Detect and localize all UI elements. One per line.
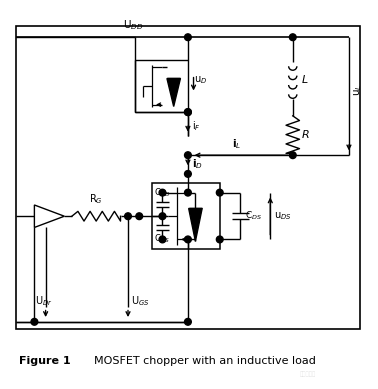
Polygon shape [34, 205, 64, 228]
Circle shape [184, 152, 191, 159]
Text: R$_G$: R$_G$ [89, 192, 103, 206]
Text: $\mathbf{i}_L$: $\mathbf{i}_L$ [232, 137, 241, 151]
Text: R: R [302, 130, 310, 140]
Circle shape [216, 189, 223, 196]
Circle shape [184, 236, 191, 243]
Bar [15, 26, 360, 329]
Polygon shape [189, 209, 202, 241]
Circle shape [290, 34, 296, 40]
Text: C$_{DS}$: C$_{DS}$ [245, 210, 262, 222]
Circle shape [184, 109, 191, 116]
Circle shape [290, 152, 296, 159]
Circle shape [184, 109, 191, 116]
Text: U$_{GS}$: U$_{GS}$ [131, 294, 150, 308]
Text: u$_D$: u$_D$ [194, 74, 207, 86]
Text: C$_{GD}$: C$_{GD}$ [154, 187, 171, 200]
Circle shape [184, 170, 191, 177]
Circle shape [184, 34, 191, 40]
Circle shape [184, 189, 191, 196]
Text: i$_F$: i$_F$ [192, 119, 201, 133]
Circle shape [159, 189, 166, 196]
Text: Figure 1: Figure 1 [19, 356, 71, 366]
Circle shape [136, 213, 143, 219]
Bar [135, 60, 188, 112]
Text: u$_{DS}$: u$_{DS}$ [274, 210, 292, 222]
Text: L: L [302, 75, 308, 85]
Circle shape [184, 319, 191, 325]
Text: u$_L$: u$_L$ [353, 84, 364, 96]
Text: 电子发烧友: 电子发烧友 [300, 371, 316, 377]
Text: $\mathbf{i}_D$: $\mathbf{i}_D$ [192, 158, 203, 172]
Circle shape [159, 213, 166, 219]
Circle shape [31, 319, 38, 325]
Text: MOSFET chopper with an inductive load: MOSFET chopper with an inductive load [94, 356, 316, 366]
Bar [152, 183, 220, 249]
Text: C$_{GS}$: C$_{GS}$ [154, 233, 170, 245]
Text: U$_{DD}$: U$_{DD}$ [123, 18, 144, 32]
Circle shape [216, 236, 223, 243]
Polygon shape [167, 79, 180, 107]
Circle shape [159, 236, 166, 243]
Circle shape [125, 213, 132, 219]
Text: U$_{Dr}$: U$_{Dr}$ [35, 294, 53, 308]
